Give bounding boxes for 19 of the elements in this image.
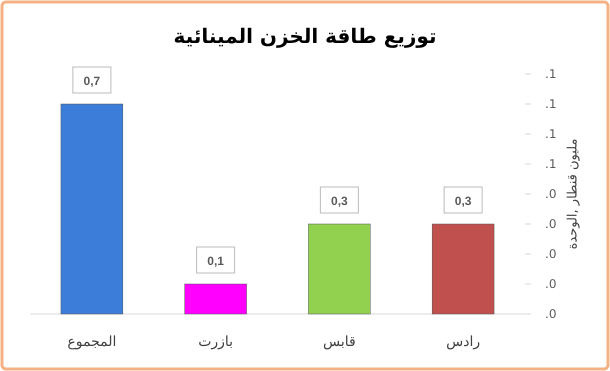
text: .0 <box>545 187 556 202</box>
data-label: 0,3 <box>454 194 472 208</box>
y-axis-title: مليون قنطار ,الوحدة <box>566 138 581 250</box>
text: .0 <box>545 307 556 322</box>
data-label: 0,1 <box>207 254 224 268</box>
data-label: 0,3 <box>331 194 348 208</box>
x-tick-label: المجموع <box>67 334 116 350</box>
data-label: 0,7 <box>84 74 101 88</box>
x-tick-label: قابس <box>323 334 356 350</box>
text: .1 <box>545 127 556 142</box>
x-tick-label: بازرت <box>198 334 234 350</box>
text: .0 <box>545 277 556 292</box>
text: .1 <box>545 157 556 172</box>
text: .0 <box>545 247 556 262</box>
text: .1 <box>545 67 556 82</box>
chart-title: توزيع طاقة الخزن المينائية <box>174 24 436 48</box>
text: .1 <box>545 97 556 112</box>
text: .0 <box>545 217 556 232</box>
x-tick-label: رادس <box>446 334 480 350</box>
